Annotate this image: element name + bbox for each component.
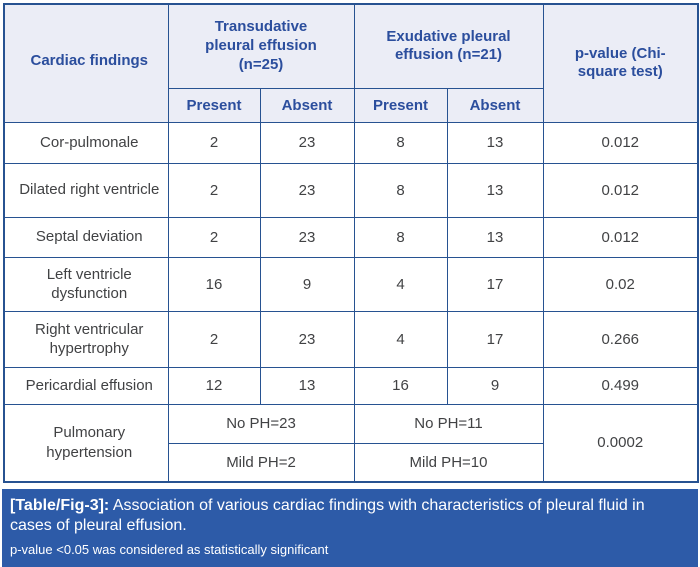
col-header-cardiac-findings: Cardiac findings <box>3 3 169 123</box>
value-cell: 13 <box>446 216 544 258</box>
row-label: Right ventricular hypertrophy <box>3 310 169 368</box>
caption-band: [Table/Fig-3]: Association of various ca… <box>2 489 698 567</box>
cardiac-findings-table: Cardiac findings Transudative pleural ef… <box>3 3 699 483</box>
pvalue-cell: 0.012 <box>542 162 699 218</box>
row-label: Dilated right ventricle <box>3 162 169 218</box>
col-group-exudative-label: Exudative pleural effusion (n=21) <box>386 27 511 64</box>
value-cell: 9 <box>259 256 355 312</box>
header-row-sub: Present Absent Present Absent <box>4 87 698 123</box>
value-cell: 2 <box>167 162 261 218</box>
pvalue-cell: 0.02 <box>542 256 699 312</box>
table-row: Left ventricle dysfunction 16 9 4 17 0.0… <box>3 256 699 312</box>
value-cell: 8 <box>353 162 448 218</box>
row-label: Left ventricle dysfunction <box>3 256 169 312</box>
subheader-present-exudative: Present <box>353 87 448 123</box>
col-header-pvalue: p-value (Chi-square test) <box>542 3 699 123</box>
pvalue-cell: 0.012 <box>542 216 699 258</box>
caption-tag: [Table/Fig-3]: <box>10 497 110 514</box>
value-cell: 2 <box>167 121 261 164</box>
table-body: Cor-pulmonale 2 23 8 13 0.012 Dilated ri… <box>3 121 699 483</box>
value-cell: 23 <box>259 310 355 368</box>
table-row: Cor-pulmonale 2 23 8 13 0.012 <box>3 121 699 164</box>
caption-text: [Table/Fig-3]: Association of various ca… <box>10 496 650 537</box>
value-cell-merged: Mild PH=10 <box>353 442 544 483</box>
col-group-exudative: Exudative pleural effusion (n=21) <box>353 3 544 89</box>
value-cell: 23 <box>259 216 355 258</box>
value-cell: 16 <box>353 366 448 405</box>
value-cell: 13 <box>446 162 544 218</box>
value-cell: 9 <box>446 366 544 405</box>
table-row: Right ventricular hypertrophy 2 23 4 17 … <box>3 310 699 368</box>
value-cell: 12 <box>167 366 261 405</box>
value-cell: 2 <box>167 216 261 258</box>
pvalue-cell: 0.0002 <box>542 403 699 483</box>
value-cell: 23 <box>259 162 355 218</box>
value-cell: 8 <box>353 121 448 164</box>
value-cell-merged: Mild PH=2 <box>167 442 355 483</box>
value-cell: 2 <box>167 310 261 368</box>
table-row: Septal deviation 2 23 8 13 0.012 <box>3 216 699 258</box>
value-cell: 16 <box>167 256 261 312</box>
caption-note: p-value <0.05 was considered as statisti… <box>10 541 329 557</box>
row-label: Pulmonary hypertension <box>3 403 169 483</box>
value-cell: 23 <box>259 121 355 164</box>
value-cell: 17 <box>446 256 544 312</box>
row-label: Cor-pulmonale <box>3 121 169 164</box>
value-cell: 13 <box>446 121 544 164</box>
value-cell: 13 <box>259 366 355 405</box>
header-row-groups: Cardiac findings Transudative pleural ef… <box>3 3 699 123</box>
subheader-absent-transudative: Absent <box>259 87 355 123</box>
value-cell: 8 <box>353 216 448 258</box>
value-cell-merged: No PH=11 <box>353 403 544 444</box>
value-cell: 4 <box>353 310 448 368</box>
col-group-transudative-label: Transudative pleural effusion (n=25) <box>205 18 317 73</box>
col-group-transudative: Transudative pleural effusion (n=25) <box>167 3 355 89</box>
caption-body: Association of various cardiac findings … <box>10 497 645 535</box>
row-label: Pericardial effusion <box>3 366 169 405</box>
table-header: Cardiac findings Transudative pleural ef… <box>3 3 699 123</box>
col-header-pvalue-label: p-value (Chi-square test) <box>574 44 666 81</box>
value-cell-merged: No PH=23 <box>167 403 355 444</box>
table-row-pulmonary-hypertension-mild: Mild PH=2 Mild PH=10 <box>4 442 698 483</box>
subheader-present-transudative: Present <box>167 87 261 123</box>
pvalue-cell: 0.499 <box>542 366 699 405</box>
value-cell: 4 <box>353 256 448 312</box>
table-row: Pericardial effusion 12 13 16 9 0.499 <box>3 366 699 405</box>
subheader-absent-exudative: Absent <box>446 87 544 123</box>
table-row: Dilated right ventricle 2 23 8 13 0.012 <box>3 162 699 218</box>
value-cell: 17 <box>446 310 544 368</box>
pvalue-cell: 0.266 <box>542 310 699 368</box>
pvalue-cell: 0.012 <box>542 121 699 164</box>
row-label: Septal deviation <box>3 216 169 258</box>
table-row-pulmonary-hypertension-no: Pulmonary hypertension No PH=23 No PH=11… <box>3 403 699 483</box>
